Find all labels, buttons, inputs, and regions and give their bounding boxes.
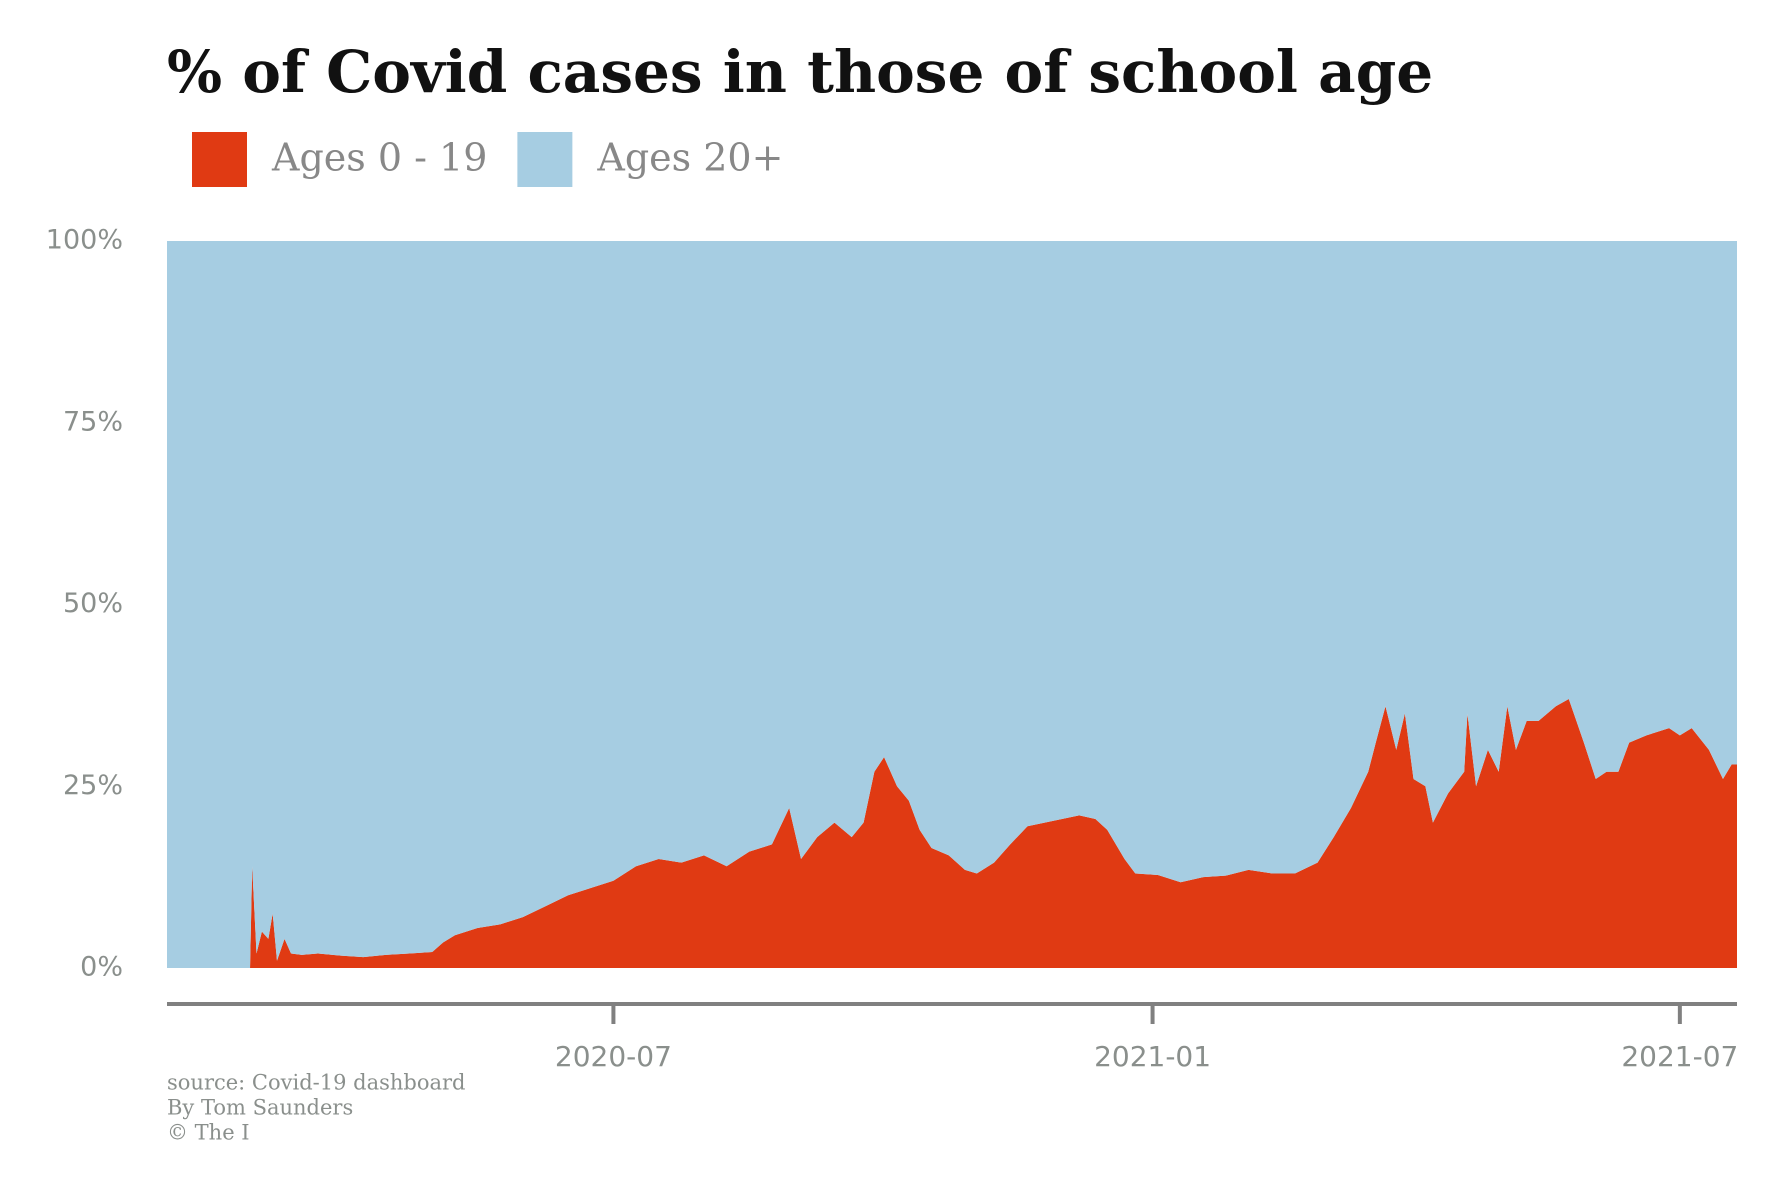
legend-swatch (517, 132, 573, 187)
x-tick-label: 2021-07 (1621, 1040, 1738, 1073)
source-note: source: Covid-19 dashboard (167, 1071, 466, 1095)
legend-swatch (192, 132, 247, 187)
area (167, 699, 1737, 968)
y-tick-label: 50% (63, 588, 123, 619)
legend-label: Ages 0 - 19 (271, 136, 487, 180)
byline: By Tom Saunders (167, 1096, 353, 1120)
y-tick-label: 75% (63, 406, 123, 437)
y-tick-label: 100% (46, 225, 123, 256)
area (167, 241, 1737, 968)
x-tick-label: 2020-07 (555, 1040, 672, 1073)
legend-label: Ages 20+ (596, 136, 783, 180)
y-tick-label: 0% (80, 952, 123, 983)
credit: © The I (167, 1121, 250, 1145)
chart-title: % of Covid cases in those of school age (167, 38, 1433, 106)
y-tick-label: 25% (63, 770, 123, 801)
x-tick-label: 2021-01 (1094, 1040, 1211, 1073)
